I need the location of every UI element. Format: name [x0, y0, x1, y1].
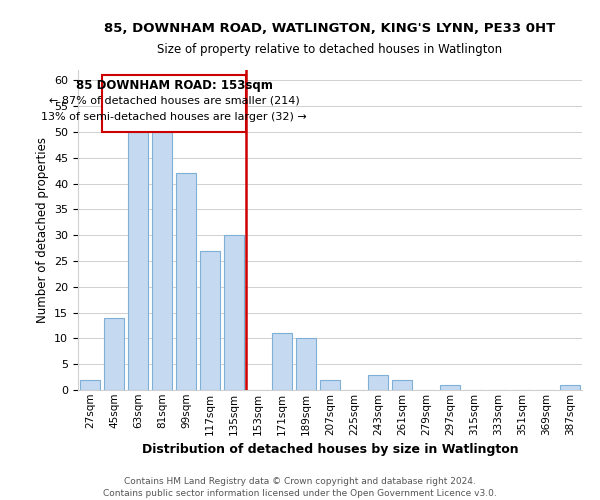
Bar — [80, 380, 100, 390]
Bar — [200, 250, 220, 390]
Text: 85, DOWNHAM ROAD, WATLINGTON, KING'S LYNN, PE33 0HT: 85, DOWNHAM ROAD, WATLINGTON, KING'S LYN… — [104, 22, 556, 36]
Bar — [440, 385, 460, 390]
Text: ← 87% of detached houses are smaller (214): ← 87% of detached houses are smaller (21… — [49, 96, 299, 106]
FancyBboxPatch shape — [103, 75, 245, 132]
Text: 85 DOWNHAM ROAD: 153sqm: 85 DOWNHAM ROAD: 153sqm — [76, 80, 272, 92]
Bar — [296, 338, 316, 390]
Bar — [152, 132, 172, 390]
Bar — [320, 380, 340, 390]
Bar — [392, 380, 412, 390]
Bar — [560, 385, 580, 390]
X-axis label: Distribution of detached houses by size in Watlington: Distribution of detached houses by size … — [142, 443, 518, 456]
Text: Contains HM Land Registry data © Crown copyright and database right 2024.: Contains HM Land Registry data © Crown c… — [124, 478, 476, 486]
Text: Contains public sector information licensed under the Open Government Licence v3: Contains public sector information licen… — [103, 489, 497, 498]
Bar — [176, 173, 196, 390]
Y-axis label: Number of detached properties: Number of detached properties — [35, 137, 49, 323]
Bar — [272, 333, 292, 390]
Text: 13% of semi-detached houses are larger (32) →: 13% of semi-detached houses are larger (… — [41, 112, 307, 122]
Text: Size of property relative to detached houses in Watlington: Size of property relative to detached ho… — [157, 42, 503, 56]
Bar — [128, 132, 148, 390]
Bar — [368, 374, 388, 390]
Bar — [104, 318, 124, 390]
Bar — [224, 235, 244, 390]
